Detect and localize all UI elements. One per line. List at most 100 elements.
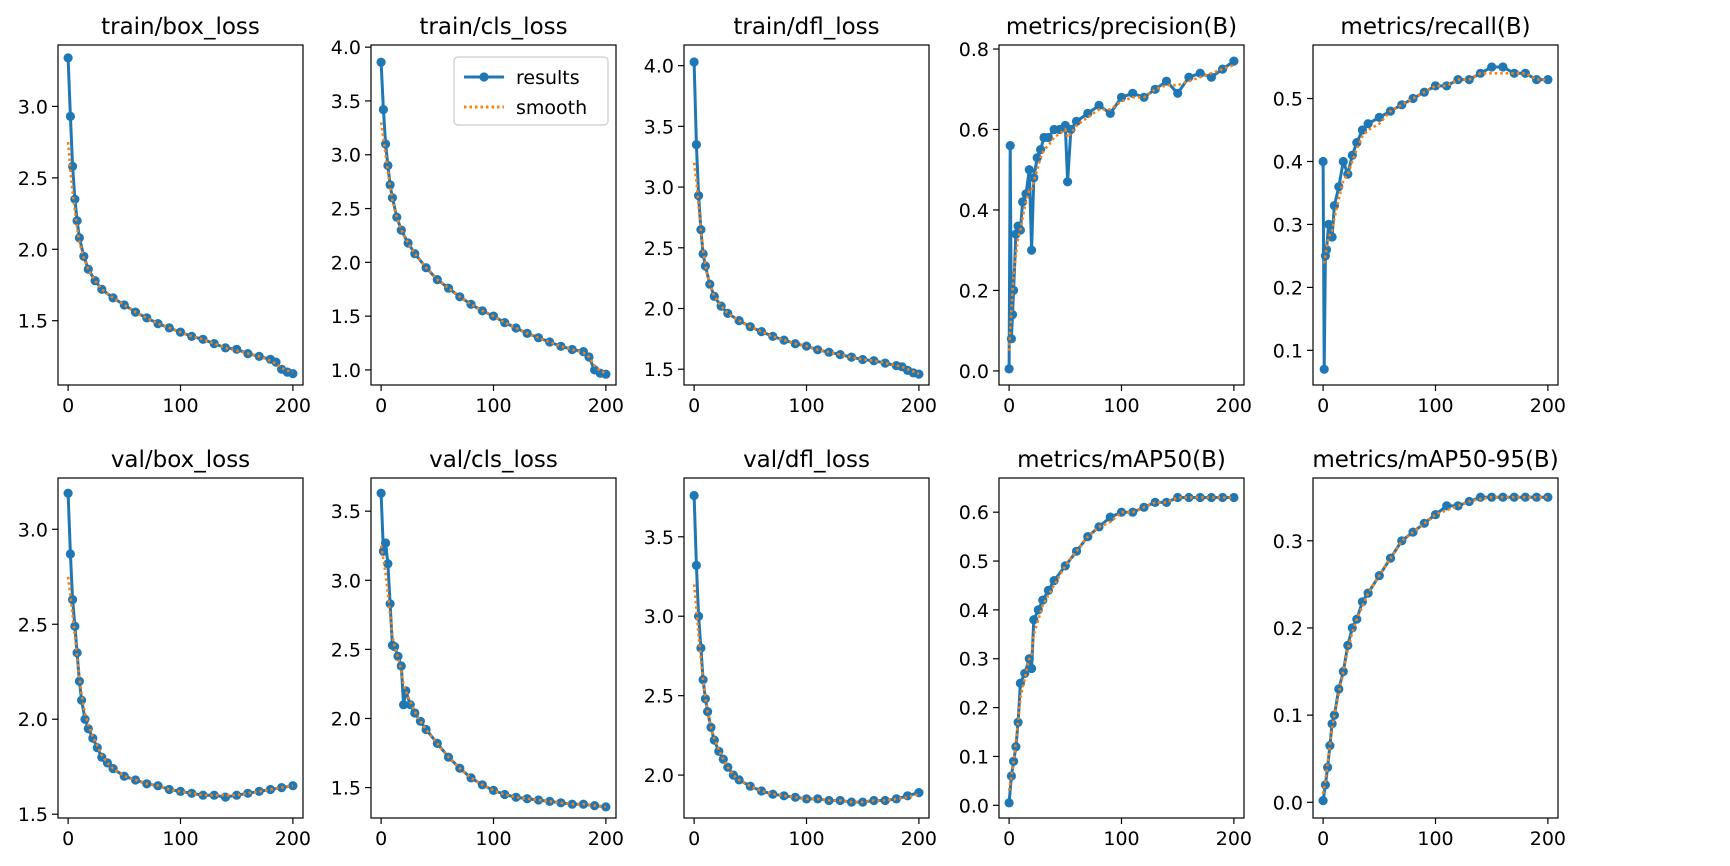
results-point bbox=[1543, 492, 1553, 502]
axes-frame bbox=[1312, 44, 1559, 386]
results-point bbox=[142, 313, 152, 323]
results-line bbox=[1007, 496, 1234, 804]
x-tick-label: 100 bbox=[1417, 395, 1453, 417]
results-point bbox=[65, 549, 75, 559]
results-point bbox=[175, 786, 186, 797]
results-point bbox=[891, 794, 902, 804]
results-point bbox=[153, 319, 163, 329]
x-tick-label: 0 bbox=[1003, 828, 1015, 850]
y-tick-label: 0.4 bbox=[959, 200, 989, 222]
y-tick-label: 1.5 bbox=[331, 778, 361, 800]
results-point bbox=[689, 490, 699, 501]
results-point bbox=[1352, 138, 1362, 148]
results-point bbox=[1066, 124, 1076, 135]
y-tick-label: 0.2 bbox=[1273, 618, 1303, 640]
panel-title: metrics/precision(B) bbox=[1006, 14, 1237, 40]
results-point bbox=[396, 225, 406, 235]
results-point bbox=[488, 785, 499, 796]
x-tick-label: 200 bbox=[275, 828, 311, 850]
results-point bbox=[80, 714, 90, 724]
results-point bbox=[220, 792, 231, 802]
results-point bbox=[1005, 141, 1015, 151]
x-tick-label: 100 bbox=[162, 828, 198, 850]
results-point bbox=[880, 358, 890, 368]
results-point bbox=[1374, 112, 1384, 122]
x-tick-label: 0 bbox=[688, 395, 700, 417]
panel-train-box-loss: train/box_loss 0 100 200 1.5 2.0 2.5 3.0 bbox=[18, 14, 311, 417]
x-tick-label: 0 bbox=[375, 395, 387, 417]
results-point bbox=[716, 301, 726, 311]
results-point bbox=[392, 212, 402, 222]
results-point bbox=[187, 788, 197, 798]
results-point bbox=[835, 350, 845, 360]
smooth-line bbox=[379, 122, 607, 375]
results-point bbox=[198, 334, 208, 344]
y-tick-label: 3.0 bbox=[331, 145, 361, 167]
results-point bbox=[1006, 771, 1017, 781]
y-tick-label: 3.5 bbox=[331, 501, 361, 523]
axes-frame bbox=[683, 477, 930, 819]
results-point bbox=[533, 333, 544, 343]
results-point bbox=[443, 283, 454, 293]
results-point bbox=[1004, 364, 1014, 374]
results-point bbox=[1173, 88, 1183, 98]
results-point bbox=[1363, 119, 1373, 129]
y-tick-label: 0.2 bbox=[959, 698, 989, 720]
results-point bbox=[511, 323, 521, 333]
results-point bbox=[254, 786, 264, 797]
panel-metrics-map50-b: metrics/mAP50(B) 0 100 200 0.0 0.1 0.2 0.3 0.4 0.… bbox=[959, 447, 1252, 850]
results-point bbox=[1027, 245, 1037, 255]
results-point bbox=[1318, 156, 1328, 167]
results-point bbox=[1509, 68, 1519, 78]
results-point bbox=[1018, 197, 1028, 207]
results-point bbox=[1195, 492, 1205, 503]
panel-title: val/cls_loss bbox=[429, 447, 558, 473]
results-point bbox=[500, 318, 510, 328]
x-tick-label: 0 bbox=[1317, 828, 1329, 850]
results-point bbox=[63, 53, 73, 63]
panel-title: val/dfl_loss bbox=[743, 447, 870, 473]
results-point bbox=[1218, 64, 1228, 74]
y-tick-label: 0.0 bbox=[1273, 792, 1303, 814]
results-point bbox=[1498, 62, 1508, 72]
x-tick-label: 100 bbox=[1103, 395, 1139, 417]
results-line bbox=[692, 495, 920, 804]
y-tick-label: 2.0 bbox=[331, 708, 361, 730]
axes-frame bbox=[998, 477, 1245, 819]
results-point bbox=[63, 488, 73, 498]
smooth-line bbox=[66, 141, 294, 374]
x-tick-label: 200 bbox=[588, 828, 624, 850]
x-tick-label: 200 bbox=[901, 828, 937, 850]
results-line bbox=[1007, 59, 1235, 369]
y-tick-label: 3.0 bbox=[644, 606, 674, 628]
panel-title: metrics/recall(B) bbox=[1340, 14, 1530, 40]
results-point bbox=[779, 335, 789, 345]
smooth-line bbox=[1321, 495, 1548, 794]
y-tick-label: 1.0 bbox=[331, 360, 361, 382]
y-tick-label: 2.0 bbox=[18, 709, 48, 731]
results-point bbox=[545, 337, 555, 347]
results-point bbox=[209, 339, 219, 349]
results-point bbox=[232, 344, 242, 354]
y-tick-label: 0.1 bbox=[1273, 340, 1303, 362]
y-tick-label: 0.1 bbox=[959, 746, 989, 768]
panel-val-box-loss: val/box_loss 0 100 200 1.5 2.0 2.5 3.0 bbox=[18, 447, 311, 850]
results-point bbox=[522, 794, 532, 804]
results-point bbox=[466, 299, 476, 309]
results-point bbox=[220, 343, 231, 353]
results-point bbox=[1184, 72, 1194, 82]
results-point bbox=[1532, 492, 1542, 502]
results-point bbox=[376, 488, 386, 498]
results-point bbox=[77, 695, 87, 705]
results-point bbox=[1105, 512, 1115, 522]
results-point bbox=[385, 180, 395, 190]
results-point bbox=[1218, 492, 1228, 503]
x-tick-label: 0 bbox=[688, 828, 700, 850]
results-point bbox=[1325, 741, 1335, 751]
results-point bbox=[198, 790, 208, 800]
y-tick-label: 0.3 bbox=[959, 649, 989, 671]
panel-title: metrics/mAP50-95(B) bbox=[1312, 447, 1558, 473]
results-point bbox=[381, 139, 391, 149]
results-point bbox=[187, 331, 197, 341]
y-tick-label: 0.6 bbox=[959, 119, 989, 141]
